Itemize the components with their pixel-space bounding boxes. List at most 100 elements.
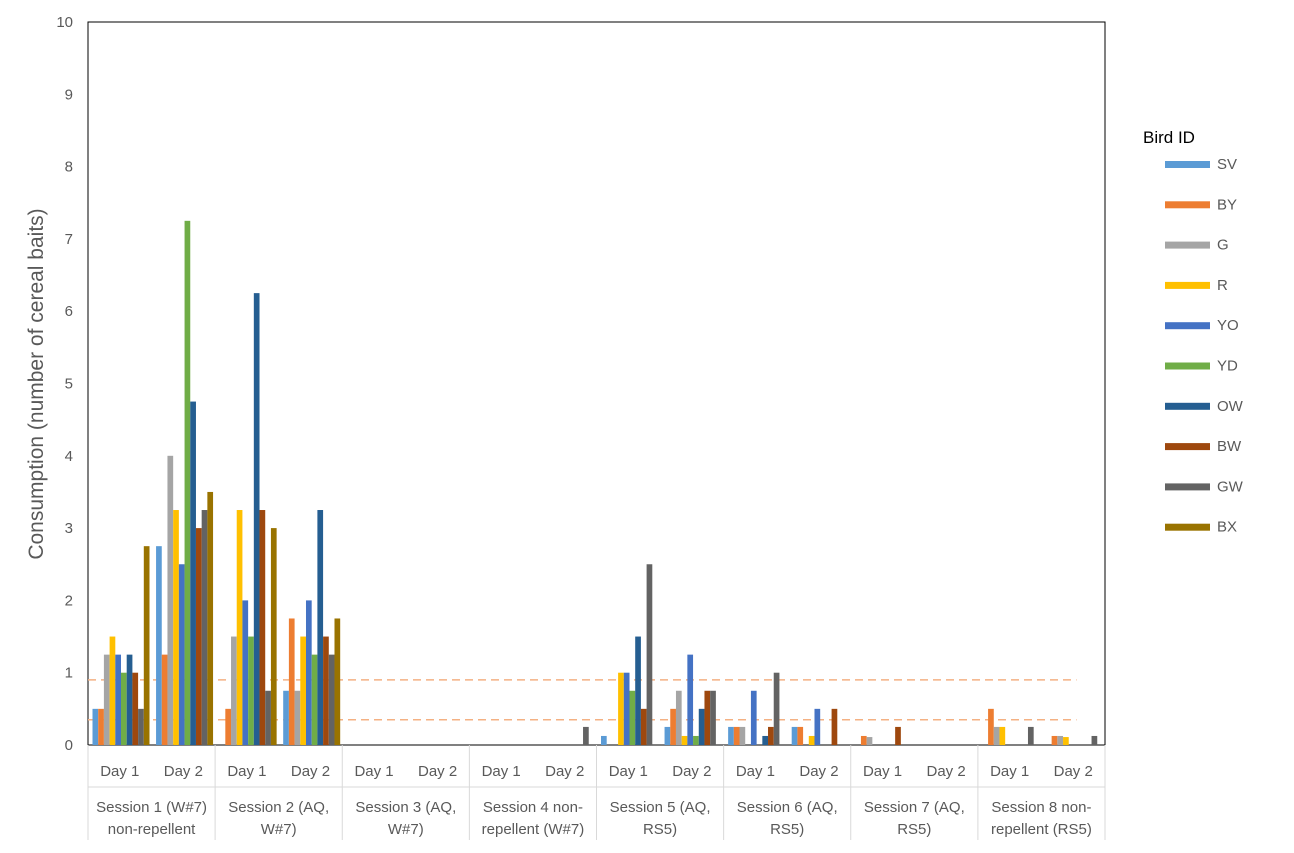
y-tick-label: 4	[65, 448, 73, 465]
bar-gw-4	[328, 654, 335, 746]
bar-yo-4	[305, 600, 312, 745]
legend-label-gw: GW	[1217, 478, 1244, 495]
legend-label-g: G	[1217, 237, 1229, 254]
bar-yo-12	[814, 708, 821, 745]
group-label-6: RS5)	[770, 821, 804, 838]
group-label-4: Session 4 non-	[483, 799, 583, 816]
x-tick-label: Day 1	[990, 763, 1029, 780]
legend-swatch-by	[1165, 201, 1210, 209]
legend-label-ow: OW	[1217, 398, 1244, 415]
y-tick-label: 1	[65, 665, 73, 682]
bar-ow-4	[317, 510, 324, 745]
x-tick-label: Day 2	[545, 763, 584, 780]
bar-ow-11	[762, 735, 769, 745]
bar-r-16	[1063, 737, 1069, 745]
bar-bx-1	[143, 546, 150, 745]
legend-swatch-sv	[1165, 161, 1210, 168]
bar-gw-9	[646, 564, 653, 745]
bar-r-2	[173, 510, 179, 745]
bar-g-3	[231, 636, 237, 745]
bar-by-2	[161, 654, 168, 746]
bar-g-11	[739, 726, 746, 745]
x-tick-label: Day 1	[354, 763, 393, 780]
bar-r-15	[999, 726, 1006, 745]
bar-ow-1	[126, 654, 133, 746]
bar-r-4	[300, 636, 306, 745]
x-tick-label: Day 1	[736, 763, 775, 780]
group-label-1: Session 1 (W#7)	[96, 799, 207, 816]
bar-g-15	[993, 726, 1000, 745]
legend-swatch-bw	[1165, 443, 1210, 451]
bars	[92, 220, 1098, 746]
reference-lines	[88, 679, 1077, 721]
bar-bw-13	[895, 726, 901, 745]
legend-label-sv: SV	[1217, 156, 1237, 173]
bar-r-9	[618, 672, 624, 745]
bar-gw-10	[710, 690, 716, 745]
legend-swatch-gw	[1165, 483, 1210, 491]
legend-swatch-r	[1165, 281, 1210, 289]
legend-label-r: R	[1217, 277, 1228, 294]
bar-yo-1	[115, 654, 121, 746]
x-tick-label: Day 2	[291, 763, 330, 780]
bar-sv-12	[791, 726, 798, 745]
y-tick-label: 2	[65, 592, 73, 609]
x-tick-label: Day 2	[1054, 763, 1093, 780]
bar-g-2	[167, 455, 174, 745]
bar-bw-1	[132, 672, 139, 745]
x-tick-labels: Day 1 Day 2 Day 1 Day 2 Day 1 Day 2 Day 1 Day 2…	[96, 763, 1093, 838]
bar-by-13	[860, 735, 867, 745]
bar-sv-11	[728, 726, 734, 745]
bar-r-1	[109, 636, 116, 745]
bar-by-4	[288, 618, 295, 745]
legend-label-yo: YO	[1217, 317, 1239, 334]
legend-label-bx: BX	[1217, 519, 1237, 536]
group-label-8: repellent (RS5)	[991, 821, 1092, 838]
bar-bw-12	[831, 708, 838, 745]
bar-g-10	[675, 690, 682, 745]
bar-r-10	[681, 735, 688, 745]
bar-by-3	[225, 708, 232, 745]
y-tick-label: 5	[65, 376, 73, 393]
bar-yo-9	[623, 672, 630, 745]
legend-swatch-bx	[1165, 523, 1210, 531]
legend: Bird ID SV BY G R YO YD OW BW GW BX	[1143, 128, 1244, 536]
x-tick-label: Day 2	[799, 763, 838, 780]
bar-ow-9	[635, 636, 641, 745]
y-tick-label: 8	[65, 159, 73, 176]
bar-ow-10	[698, 708, 705, 745]
legend-swatch-ow	[1165, 402, 1210, 410]
bar-gw-3	[265, 690, 271, 745]
group-label-3: W#7)	[388, 821, 424, 838]
bar-yo-10	[687, 654, 694, 746]
axes	[87, 745, 1106, 840]
bar-yd-1	[121, 672, 127, 745]
y-tick-label: 3	[65, 520, 73, 537]
bar-sv-9	[601, 735, 607, 745]
bar-by-11	[733, 726, 740, 745]
bar-sv-10	[664, 726, 671, 745]
bar-g-4	[294, 690, 301, 745]
group-label-7: RS5)	[897, 821, 931, 838]
bar-by-12	[797, 726, 804, 745]
bar-by-15	[988, 708, 994, 745]
y-tick-label: 0	[65, 737, 73, 754]
bar-by-10	[670, 708, 676, 745]
bar-gw-8	[583, 726, 589, 745]
legend-title: Bird ID	[1143, 128, 1195, 147]
x-tick-label: Day 1	[863, 763, 902, 780]
bar-yd-3	[248, 636, 254, 745]
bar-sv-1	[92, 708, 99, 745]
bar-sv-2	[156, 546, 162, 745]
legend-label-bw: BW	[1217, 438, 1242, 455]
bar-yo-2	[178, 564, 185, 745]
x-tick-label: Day 2	[164, 763, 203, 780]
bar-gw-11	[773, 672, 780, 745]
x-tick-label: Day 1	[482, 763, 521, 780]
y-tick-label: 6	[65, 303, 73, 320]
legend-swatch-yo	[1165, 322, 1210, 330]
bar-yd-10	[693, 735, 699, 745]
x-tick-label: Day 1	[227, 763, 266, 780]
group-label-5: RS5)	[643, 821, 677, 838]
